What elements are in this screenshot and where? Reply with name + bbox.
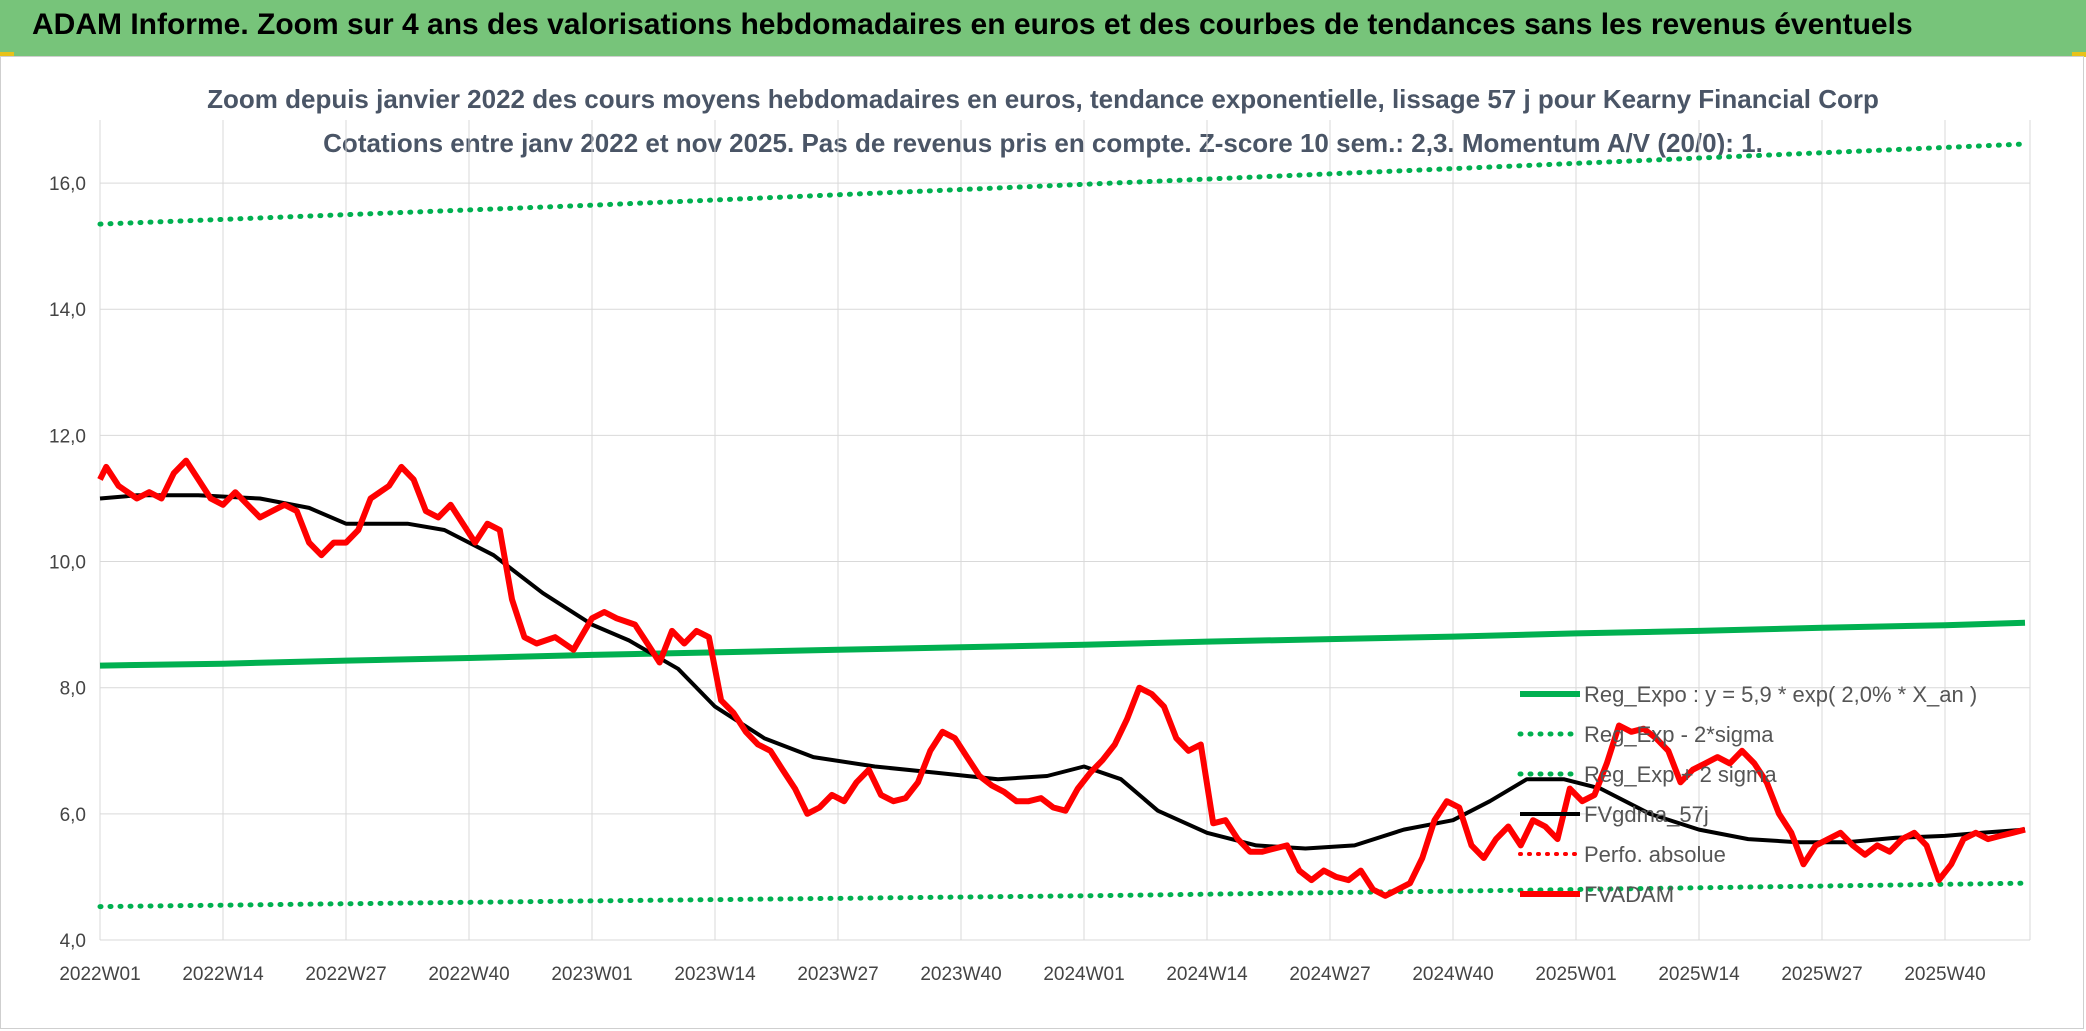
series-line-2: [97, 141, 2028, 227]
legend-label: Reg_Expo : y = 5,9 * exp( 2,0% * X_an ): [1584, 682, 1977, 707]
series-line-5: [97, 457, 2026, 899]
x-tick-label: 2022W14: [182, 964, 264, 985]
grid-lines: [99, 120, 2031, 941]
legend-label: Reg_Exp - 2*sigma: [1584, 722, 1774, 747]
report-banner: ADAM Informe. Zoom sur 4 ans des valoris…: [0, 0, 2086, 56]
y-tick-label: 6,0: [60, 805, 86, 826]
y-tick-label: 4,0: [60, 931, 86, 952]
x-tick-label: 2023W27: [797, 964, 878, 985]
x-tick-label: 2022W40: [428, 964, 509, 985]
series-lines: [97, 141, 2028, 910]
report-title: ADAM Informe. Zoom sur 4 ans des valoris…: [32, 8, 1913, 41]
x-tick-label: 2024W14: [1166, 964, 1248, 985]
y-tick-label: 14,0: [49, 300, 86, 321]
x-tick-label: 2025W40: [1904, 964, 1985, 985]
x-tick-label: 2024W01: [1043, 964, 1124, 985]
y-tick-label: 16,0: [49, 174, 86, 195]
x-tick-label: 2025W14: [1658, 964, 1740, 985]
legend-label: FVgdma_57j: [1584, 802, 1709, 827]
legend-label: FVADAM: [1584, 882, 1674, 907]
legend: Reg_Expo : y = 5,9 * exp( 2,0% * X_an ) R…: [1517, 682, 1977, 907]
y-tick-label: 8,0: [60, 679, 86, 700]
legend-label: Perfo. absolue: [1584, 842, 1726, 867]
corner-mark-left: [0, 52, 14, 57]
x-tick-label: 2024W27: [1289, 964, 1370, 985]
series-line-3: [99, 493, 2026, 851]
x-tick-label: 2025W01: [1535, 964, 1616, 985]
chart-subtitle: Cotations entre janv 2022 et nov 2025. P…: [323, 128, 1763, 158]
x-tick-label: 2024W40: [1412, 964, 1493, 985]
chart-frame: [0, 56, 2084, 1029]
x-tick-label: 2022W27: [305, 964, 386, 985]
x-tick-label: 2023W40: [920, 964, 1001, 985]
x-tick-label: 2023W14: [674, 964, 756, 985]
y-axis-ticks: 4,0 6,0 8,0 10,0 12,0 14,0 16,0: [49, 174, 86, 952]
legend-label: Reg_Exp + 2 sigma: [1584, 762, 1777, 787]
series-line-0: [99, 619, 2026, 669]
x-tick-label: 2022W01: [59, 964, 140, 985]
x-tick-label: 2025W27: [1781, 964, 1862, 985]
x-axis-ticks: 2022W01 2022W14 2022W27 2022W40 2023W01 2023W…: [59, 964, 1985, 985]
y-tick-label: 10,0: [49, 553, 86, 574]
corner-mark-right: [2072, 52, 2086, 57]
series-line-1: [97, 880, 2028, 910]
y-tick-label: 12,0: [49, 426, 86, 447]
chart-title: Zoom depuis janvier 2022 des cours moyen…: [207, 84, 1879, 114]
x-tick-label: 2023W01: [551, 964, 632, 985]
